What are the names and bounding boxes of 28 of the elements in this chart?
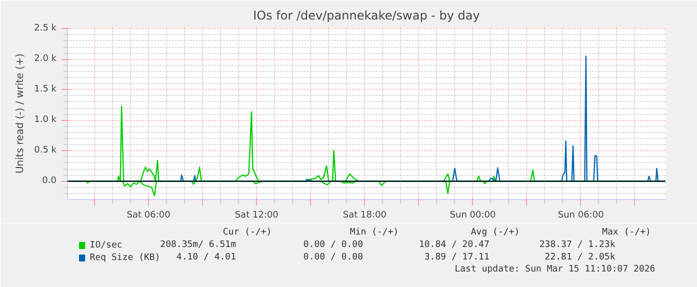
- x-tick-label: Sat 18:00: [342, 210, 387, 220]
- text: Cur (-/+): [222, 228, 272, 238]
- x-tick-label: Sun 06:00: [558, 210, 604, 220]
- x-tick-label: Sat 12:00: [234, 210, 279, 220]
- text: 238.37 / 1.23k: [539, 240, 616, 250]
- text: Avg (-/+): [470, 228, 520, 238]
- text: 22.81 / 2.05k: [544, 252, 616, 262]
- text: 208.35m/ 6.51m: [160, 240, 236, 250]
- text: Max (-/+): [602, 228, 651, 238]
- text: 10.84 / 20.47: [418, 240, 490, 250]
- text: 0.00 / 0.00: [303, 240, 364, 250]
- text: 0.00 / 0.00: [303, 252, 364, 262]
- legend-label: Req Size (KB): [90, 253, 160, 263]
- y-tick-label: 2.0 k: [34, 54, 58, 64]
- text: Last update: Sun Mar 15 11:10:07 2026: [454, 264, 656, 274]
- y-tick-label: 1.0 k: [34, 115, 58, 126]
- chart-title: IOs for /dev/pannekake/swap - by day: [253, 8, 480, 22]
- y-axis-title: Units read (-) / write (+): [15, 53, 26, 174]
- y-tick-label: 0.0: [42, 176, 57, 186]
- y-tick-label: 1.5 k: [34, 84, 58, 95]
- x-tick-label: Sun 00:00: [450, 210, 496, 220]
- y-tick-label: 2.5 k: [34, 24, 58, 34]
- text: 3.89 / 17.11: [424, 252, 490, 262]
- y-tick-label: 0.5 k: [34, 146, 58, 156]
- text: 4.10 / 4.01: [176, 252, 236, 262]
- legend-label: IO/sec: [90, 240, 122, 250]
- x-tick-label: Sat 06:00: [126, 210, 171, 220]
- text: Min (-/+): [350, 228, 399, 238]
